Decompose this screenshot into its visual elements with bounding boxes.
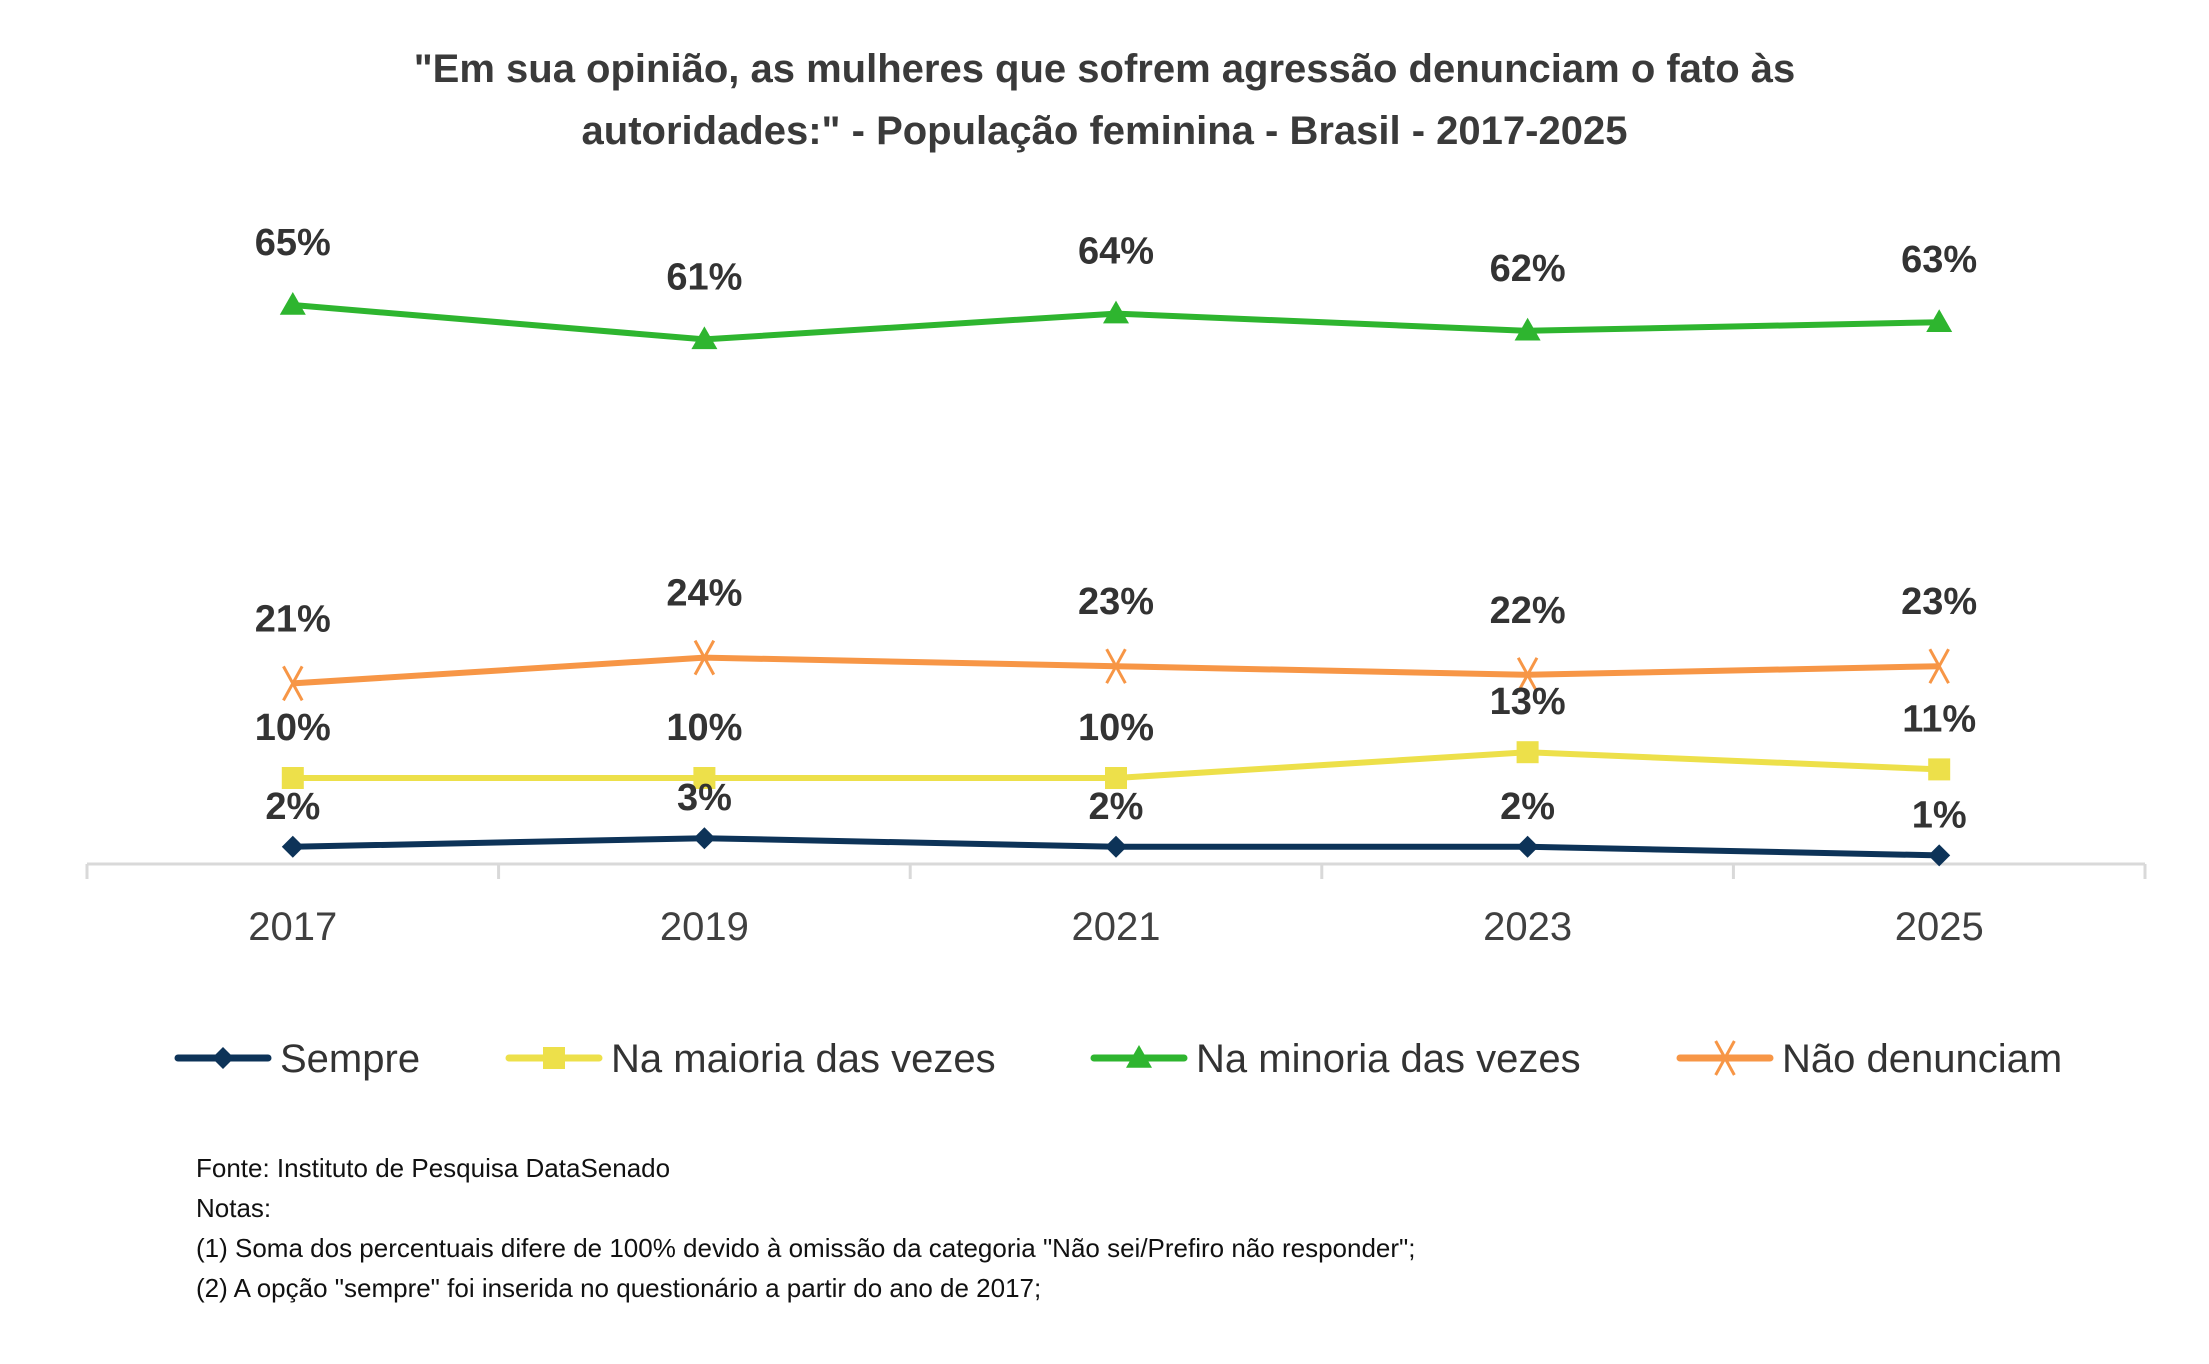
- note-2: (2) A opção "sempre" foi inserida no que…: [196, 1273, 1042, 1303]
- data-label-sempre: 2%: [1089, 786, 1144, 828]
- data-label-sempre: 3%: [677, 777, 732, 819]
- marker-sempre: [693, 827, 716, 850]
- marker-na-minoria-das-vezes: [279, 292, 306, 315]
- legend-label: Na minoria das vezes: [1196, 1037, 1581, 1081]
- legend-marker-swatch: [1714, 1040, 1736, 1076]
- data-labels: 2% 3% 2% 2% 1% 10% 10% 10% 13% 11% 65% 61% 64% 62% 63%…: [255, 222, 1977, 836]
- data-label-na-minoria-das-vezes: 64%: [1078, 231, 1154, 273]
- data-label-sempre: 2%: [265, 786, 320, 828]
- source-note: Fonte: Instituto de Pesquisa DataSenado: [196, 1153, 671, 1183]
- marker-sempre: [281, 835, 304, 858]
- data-label-na-maioria-das-vezes: 10%: [255, 707, 331, 749]
- legend-marker-swatch: [1126, 1045, 1152, 1068]
- marker-nao-denunciam: [1105, 648, 1127, 684]
- x-tick-label: 2023: [1483, 905, 1572, 949]
- marker-na-maioria-das-vezes: [693, 767, 716, 789]
- data-label-na-minoria-das-vezes: 65%: [255, 222, 331, 264]
- marker-nao-denunciam: [1516, 657, 1539, 693]
- marker-sempre: [1105, 835, 1127, 858]
- series-markers: [279, 292, 1953, 867]
- marker-na-maioria-das-vezes: [1516, 741, 1539, 764]
- legend-item-na-maioria-das-vezes: Na maioria das vezes: [505, 1037, 996, 1081]
- marker-nao-denunciam: [282, 665, 304, 702]
- data-label-nao-denunciam: 21%: [255, 598, 331, 640]
- x-axis: 2017 2019 2021 2023 2025: [85, 862, 2147, 949]
- marker-na-minoria-das-vezes: [1514, 317, 1541, 341]
- marker-na-minoria-das-vezes: [1926, 309, 1953, 332]
- marker-na-minoria-das-vezes: [691, 326, 718, 350]
- chart-title-line-2: autoridades:" - População feminina - Bra…: [581, 109, 1628, 153]
- data-label-na-minoria-das-vezes: 62%: [1490, 248, 1566, 290]
- data-label-na-maioria-das-vezes: 10%: [666, 707, 742, 749]
- data-label-sempre: 2%: [1500, 786, 1555, 828]
- data-label-na-maioria-das-vezes: 11%: [1902, 698, 1976, 740]
- data-label-na-maioria-das-vezes: 10%: [1078, 707, 1154, 749]
- legend-item-nao-denunciam: Não denunciam: [1676, 1037, 2062, 1081]
- marker-nao-denunciam: [1928, 648, 1950, 684]
- legend-label: Sempre: [280, 1037, 420, 1081]
- legend: Sempre Na maioria das vezes Na minoria das…: [174, 1037, 2062, 1081]
- data-label-nao-denunciam: 23%: [1901, 581, 1977, 623]
- x-tick-label: 2019: [660, 905, 749, 949]
- series-line-nao-denunciam: [292, 654, 1940, 687]
- marker-na-maioria-das-vezes: [1105, 767, 1127, 789]
- x-tick-label: 2025: [1895, 905, 1984, 949]
- data-label-sempre: 1%: [1912, 794, 1967, 836]
- marker-sempre: [1516, 835, 1539, 858]
- chart-title-line-1: "Em sua opinião, as mulheres que sofrem …: [413, 47, 1796, 91]
- notes-heading: Notas:: [196, 1193, 272, 1223]
- legend-label: Não denunciam: [1782, 1037, 2062, 1081]
- data-label-na-maioria-das-vezes: 13%: [1490, 681, 1566, 723]
- x-tick-label: 2021: [1072, 905, 1161, 949]
- marker-nao-denunciam: [693, 639, 716, 676]
- marker-na-minoria-das-vezes: [1103, 300, 1129, 324]
- data-label-nao-denunciam: 23%: [1078, 581, 1154, 623]
- data-label-nao-denunciam: 24%: [666, 573, 742, 615]
- marker-na-maioria-das-vezes: [281, 767, 304, 789]
- x-tick-label: 2017: [248, 905, 337, 949]
- notes-block: Fonte: Instituto de Pesquisa DataSenado …: [196, 1148, 1416, 1308]
- note-1: (1) Soma dos percentuais difere de 100% …: [196, 1233, 1416, 1263]
- marker-na-maioria-das-vezes: [1928, 758, 1951, 781]
- legend-item-na-minoria-das-vezes: Na minoria das vezes: [1090, 1037, 1581, 1081]
- data-label-na-minoria-das-vezes: 63%: [1901, 239, 1977, 281]
- chart-title: "Em sua opinião, as mulheres que sofrem …: [0, 38, 2209, 162]
- legend-marker-swatch: [543, 1047, 565, 1069]
- data-label-na-minoria-das-vezes: 61%: [666, 256, 742, 298]
- legend-item-sempre: Sempre: [174, 1037, 420, 1081]
- data-label-nao-denunciam: 22%: [1490, 590, 1566, 632]
- legend-marker-swatch: [212, 1047, 234, 1069]
- marker-sempre: [1928, 844, 1951, 867]
- legend-label: Na maioria das vezes: [611, 1037, 996, 1081]
